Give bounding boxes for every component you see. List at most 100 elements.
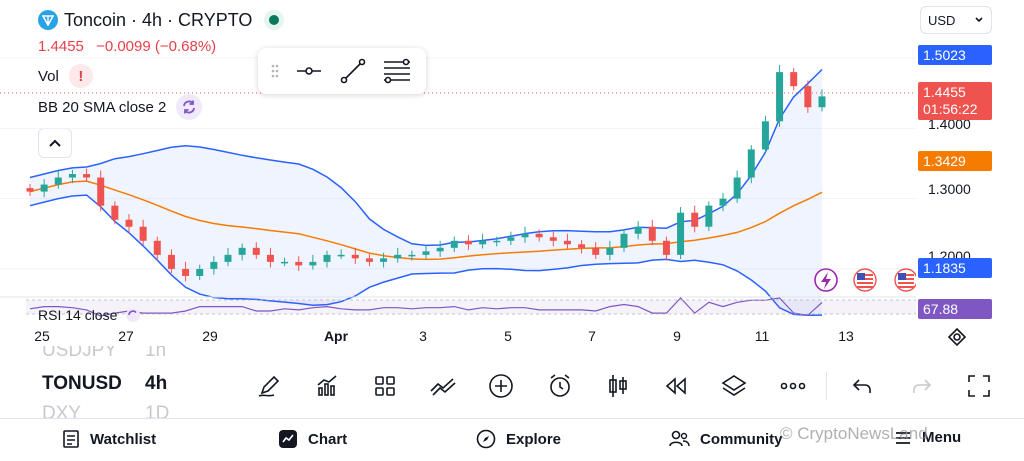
candle-body	[295, 261, 303, 266]
trend-line-tool-icon[interactable]	[336, 54, 370, 88]
candle-body	[68, 174, 76, 178]
candle-body	[535, 233, 543, 238]
bb-basis-price-tag: 1.3429	[918, 151, 992, 171]
bollinger-indicator[interactable]: BB 20 SMA close 2	[38, 94, 203, 120]
fullscreen-icon[interactable]	[962, 369, 996, 403]
fib-retracement-tool-icon[interactable]	[380, 54, 414, 88]
candle-body	[83, 174, 91, 178]
candle-body	[210, 261, 218, 269]
nav-community-label: Community	[700, 430, 783, 448]
symbol-list-item[interactable]: USDJPY	[42, 346, 117, 360]
rsi-value-tag: 67.88	[918, 299, 992, 319]
bb-lower-price-tag: 1.1835	[918, 258, 992, 278]
last-price-value: 1.4455	[923, 84, 966, 100]
redo-icon[interactable]	[905, 369, 939, 403]
currency-select[interactable]: USD	[920, 6, 992, 34]
candle-body	[266, 254, 274, 262]
symbol-list-interval-active[interactable]: 4h	[145, 373, 168, 394]
candle-body	[196, 268, 204, 276]
candle-body	[182, 268, 190, 276]
sync-icon[interactable]	[176, 94, 203, 120]
date-axis-label: 3	[419, 328, 427, 344]
volume-label[interactable]: Vol	[38, 67, 59, 85]
replay-icon[interactable]	[659, 369, 693, 403]
bb-upper-price-tag: 1.5023	[918, 45, 992, 65]
last-price-tag: 1.4455 01:56:22	[918, 82, 992, 120]
candle-body	[365, 258, 373, 262]
indicators-icon[interactable]	[310, 369, 344, 403]
rsi-band	[26, 300, 916, 314]
nav-explore[interactable]: Explore	[476, 429, 561, 449]
symbol-header[interactable]: Toncoin · 4h · CRYPTO	[38, 8, 285, 32]
candle-body	[40, 184, 48, 192]
compare-icon[interactable]	[426, 369, 460, 403]
bb-label[interactable]: BB 20 SMA close 2	[38, 98, 167, 116]
more-icon[interactable]	[776, 369, 810, 403]
symbol-title[interactable]: Toncoin · 4h · CRYPTO	[64, 9, 253, 30]
symbol-list-item-active[interactable]: TONUSD	[42, 373, 122, 394]
drawing-toolbar[interactable]	[258, 48, 426, 94]
nav-menu[interactable]: Menu	[894, 429, 961, 446]
symbol-list-interval[interactable]: 1h	[145, 346, 167, 360]
date-axis-label: 7	[588, 328, 596, 344]
nav-community[interactable]: Community	[668, 429, 783, 449]
candle-body	[493, 240, 501, 243]
bottom-navigation: Watchlist Chart Explore Community Menu	[0, 418, 1024, 461]
community-icon	[669, 430, 690, 447]
us-flag-event-icon[interactable]	[853, 268, 877, 292]
candle-body	[26, 188, 34, 192]
candle-body	[733, 177, 741, 199]
menu-icon	[896, 431, 910, 444]
candle-body	[776, 72, 784, 122]
undo-icon[interactable]	[845, 369, 879, 403]
nav-chart[interactable]: Chart	[278, 429, 347, 449]
symbol-list-interval[interactable]: 1D	[145, 403, 170, 418]
candle-body	[125, 219, 133, 227]
candle-body	[224, 254, 232, 262]
candle-body	[804, 86, 812, 108]
bollinger-lower-line	[29, 194, 823, 317]
chevron-up-icon	[49, 139, 61, 147]
rsi-line	[29, 297, 823, 317]
candle-type-icon[interactable]	[601, 369, 635, 403]
horizontal-line-tool-icon[interactable]	[292, 54, 326, 88]
rsi-label-row[interactable]: RSI 14 close	[38, 308, 141, 322]
reset-chart-icon[interactable]	[946, 326, 968, 353]
market-status-icon[interactable]	[264, 10, 285, 30]
candle-body	[662, 240, 670, 255]
candle-body	[634, 226, 642, 234]
candle-body	[380, 258, 388, 262]
us-flag-event-icon-2[interactable]	[894, 268, 916, 292]
candle-body	[238, 247, 246, 255]
nav-watchlist-label: Watchlist	[90, 430, 157, 448]
candle-body	[54, 177, 62, 185]
price-axis-label: 1.4000	[928, 116, 971, 132]
layers-icon[interactable]	[717, 369, 751, 403]
rsi-label[interactable]: RSI 14 close	[38, 308, 118, 322]
candle-body	[691, 212, 699, 227]
candle-body	[507, 237, 515, 241]
price-change: −0.0099 (−0.68%)	[96, 38, 217, 55]
candle-body	[309, 261, 317, 266]
sync-icon[interactable]	[125, 308, 141, 322]
symbol-list-item[interactable]: DXY	[42, 403, 82, 418]
pencil-icon[interactable]	[252, 369, 286, 403]
candle-body	[648, 226, 656, 241]
price-chart[interactable]	[0, 40, 916, 322]
candle-body	[521, 233, 529, 238]
chart-icon	[279, 430, 297, 448]
add-icon[interactable]	[484, 369, 518, 403]
layout-icon[interactable]	[368, 369, 402, 403]
candle-body	[747, 149, 755, 178]
price-line: 1.4455 −0.0099 (−0.68%)	[38, 38, 224, 55]
drag-handle-icon[interactable]	[268, 54, 282, 88]
flash-event-icon[interactable]	[814, 268, 838, 292]
candle-body	[761, 121, 769, 150]
date-axis-label: 29	[202, 328, 218, 344]
volume-indicator[interactable]: Vol !	[38, 64, 93, 88]
nav-watchlist[interactable]: Watchlist	[62, 429, 156, 449]
toncoin-logo-icon	[38, 10, 58, 30]
warning-icon[interactable]: !	[68, 64, 93, 88]
bollinger-basis-line	[29, 180, 823, 261]
alert-clock-icon[interactable]	[543, 369, 577, 403]
